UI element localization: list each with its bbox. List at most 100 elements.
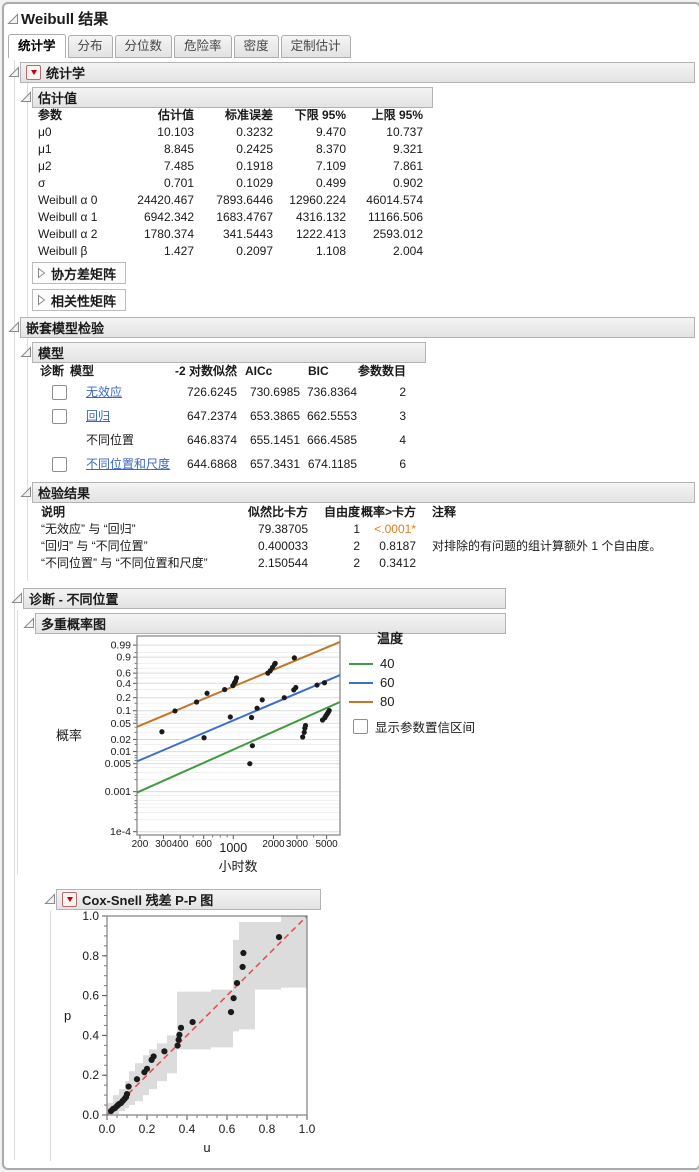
test-results-table: 说明 似然比卡方 自由度 概率>卡方 注释 “无效应” 与 “回归” 79.38705 1 <.… <box>41 504 692 572</box>
disclosure-open-icon[interactable] <box>20 346 32 358</box>
estimates-value: 7893.6446 <box>216 193 273 207</box>
estimates-value: 1683.4767 <box>216 210 273 224</box>
model-name-link[interactable]: 回归 <box>86 409 111 423</box>
test-prob-value: 0.8187 <box>379 539 416 553</box>
legend-item-80[interactable]: 80 <box>349 692 549 711</box>
section-header-test-results[interactable]: 检验结果 <box>32 482 695 503</box>
disclosure-open-icon[interactable] <box>8 66 20 78</box>
section-header-statistics[interactable]: 统计学 <box>20 62 695 83</box>
tab-density[interactable]: 密度 <box>233 35 279 58</box>
section-header-multiple-probability-plot[interactable]: 多重概率图 <box>35 613 506 634</box>
test-prob-value: 0.3412 <box>379 556 416 570</box>
tab-quantiles[interactable]: 分位数 <box>114 35 173 58</box>
test-note <box>432 521 692 538</box>
section-title: 模型 <box>38 346 65 361</box>
estimates-value: 0.1918 <box>236 159 273 173</box>
svg-text:0.0: 0.0 <box>82 1108 99 1122</box>
estimates-table: 参数 估计值 标准误差 下限 95% 上限 95% μ0 10.103 0.3232 9.470… <box>38 107 423 260</box>
section-header-estimates[interactable]: 估计值 <box>32 87 433 108</box>
red-triangle-menu-icon[interactable] <box>62 892 77 907</box>
estimates-value: 0.902 <box>392 176 423 190</box>
show-confidence-interval-checkbox[interactable] <box>353 719 368 734</box>
estimates-value: 0.3232 <box>236 125 273 139</box>
tab-custom-estimates[interactable]: 定制估计 <box>280 35 351 58</box>
section-header-nested-model-tests[interactable]: 嵌套模型检验 <box>20 317 695 338</box>
section-title: 统计学 <box>46 66 86 81</box>
estimates-param-label: μ2 <box>38 159 52 173</box>
estimates-value: 24420.467 <box>137 193 194 207</box>
svg-text:0.6: 0.6 <box>219 1122 236 1136</box>
diagnostic-checkbox[interactable] <box>52 408 67 424</box>
estimates-value: 12960.224 <box>289 193 346 207</box>
test-chisq-value: 79.38705 <box>257 522 308 536</box>
diagnostic-checkbox[interactable] <box>52 384 67 400</box>
tab-statistics[interactable]: 统计学 <box>8 34 66 58</box>
section-title: 协方差矩阵 <box>51 266 117 282</box>
test-prob-value: <.0001* <box>374 522 416 536</box>
section-header-coxsnell-pp[interactable]: Cox-Snell 残差 P-P 图 <box>56 889 321 910</box>
tab-hazard[interactable]: 危险率 <box>174 35 232 58</box>
tab-distribution[interactable]: 分布 <box>67 35 113 58</box>
model-nparm-value: 3 <box>399 409 406 423</box>
model-col-aicc: AICc <box>245 364 273 378</box>
section-header-model[interactable]: 模型 <box>32 342 426 363</box>
red-triangle-menu-icon[interactable] <box>26 65 41 80</box>
estimates-value: 6942.342 <box>143 210 194 224</box>
tests-column-header: 说明 <box>41 505 66 519</box>
estimates-column-header: 下限 95% <box>294 108 346 122</box>
test-df-value: 2 <box>353 539 360 553</box>
svg-text:1000: 1000 <box>219 841 247 855</box>
section-title: 嵌套模型检验 <box>26 321 105 336</box>
model-nparm-value: 6 <box>399 457 406 471</box>
probability-plot-y-axis-label: 概率 <box>56 728 83 743</box>
model-name-link[interactable]: 不同位置和尺度 <box>86 457 171 471</box>
test-description: “不同位置” 与 “不同位置和尺度” <box>41 556 208 570</box>
tab-bar: 统计学 分布 分位数 危险率 密度 定制估计 <box>8 34 351 58</box>
disclosure-open-icon[interactable] <box>44 893 56 905</box>
model-neg2ll-value: 644.6868 <box>186 457 237 471</box>
section-header-correlation-collapsed[interactable]: 相关性矩阵 <box>32 289 127 311</box>
svg-text:0.001: 0.001 <box>105 786 131 798</box>
section-header-covariance-collapsed[interactable]: 协方差矩阵 <box>32 262 127 284</box>
legend-line-swatch <box>349 681 373 684</box>
model-col-diagnostic: 诊断 <box>40 364 65 378</box>
model-name-link[interactable]: 无效应 <box>86 385 123 399</box>
estimates-param-label: Weibull α 1 <box>38 210 98 224</box>
disclosure-open-icon[interactable] <box>20 486 32 498</box>
estimates-value: 9.321 <box>392 142 423 156</box>
disclosure-open-icon[interactable] <box>11 592 23 604</box>
disclosure-closed-icon <box>38 267 46 279</box>
show-confidence-interval-label: 显示参数置信区间 <box>375 721 476 735</box>
section-title: 多重概率图 <box>41 617 107 632</box>
section-title: 诊断 - 不同位置 <box>29 592 119 607</box>
disclosure-open-icon[interactable] <box>20 91 32 103</box>
disclosure-open-icon[interactable] <box>8 321 20 333</box>
svg-text:0.6: 0.6 <box>82 989 99 1003</box>
model-neg2ll-value: 647.2374 <box>186 409 237 423</box>
svg-text:300: 300 <box>155 839 172 850</box>
legend-item-60[interactable]: 60 <box>349 673 549 692</box>
pp-plot-x-axis-label: u <box>203 1140 211 1155</box>
tests-column-header: 概率>卡方 <box>360 505 416 519</box>
section-header-diagnostics[interactable]: 诊断 - 不同位置 <box>23 588 506 609</box>
estimates-value: 0.2425 <box>236 142 273 156</box>
legend-item-40[interactable]: 40 <box>349 654 549 673</box>
tests-column-header: 自由度 <box>323 505 360 519</box>
svg-text:0.05: 0.05 <box>111 718 132 730</box>
svg-text:0.9: 0.9 <box>116 652 131 664</box>
estimates-value: 1.108 <box>315 244 346 258</box>
test-chisq-value: 2.150544 <box>257 556 308 570</box>
disclosure-open-icon[interactable] <box>23 617 35 629</box>
pp-plot: 0.00.0 0.2 0.2 0.4 0.4 0.6 0.6 0.8 0.8 1.0 1.0 <box>82 909 315 1136</box>
section-title: 检验结果 <box>38 486 91 501</box>
estimates-param-label: Weibull α 2 <box>38 227 98 241</box>
outline-guide-line <box>14 60 15 1160</box>
svg-text:0.2: 0.2 <box>139 1122 156 1136</box>
estimates-value: 0.499 <box>315 176 346 190</box>
diagnostic-checkbox[interactable] <box>52 456 67 472</box>
svg-text:600: 600 <box>195 839 212 850</box>
estimates-column-header: 估计值 <box>157 108 194 122</box>
disclosure-open-icon[interactable] <box>7 13 19 25</box>
estimates-value: 1222.413 <box>295 227 346 241</box>
svg-text:0.0: 0.0 <box>99 1122 116 1136</box>
